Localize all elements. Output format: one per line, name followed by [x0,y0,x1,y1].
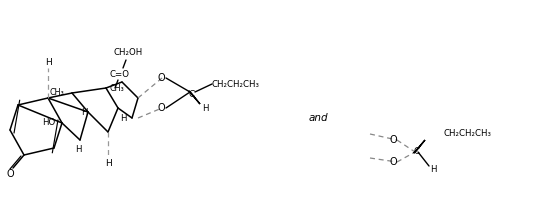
Text: C: C [414,147,420,157]
Text: CH₃: CH₃ [110,83,125,92]
Polygon shape [413,140,425,153]
Text: H: H [44,57,52,67]
Text: O: O [389,135,397,145]
Text: CH₂CH₂CH₃: CH₂CH₂CH₃ [211,80,259,89]
Text: C: C [189,89,195,98]
Text: CH₃: CH₃ [50,88,65,96]
Text: H: H [120,114,126,123]
Text: H: H [430,165,436,174]
Text: H: H [105,159,111,169]
Polygon shape [189,91,200,104]
Text: H: H [81,108,87,117]
Text: and: and [308,113,328,123]
Text: HO: HO [42,117,55,126]
Text: O: O [389,157,397,167]
Text: O: O [157,73,165,83]
Text: O: O [6,169,14,179]
Text: O: O [157,103,165,113]
Text: C=O: C=O [110,69,130,78]
Text: CH₂CH₂CH₃: CH₂CH₂CH₃ [443,130,491,138]
Text: H: H [75,145,81,154]
Text: H: H [201,103,208,112]
Text: CH₂OH: CH₂OH [114,48,143,56]
